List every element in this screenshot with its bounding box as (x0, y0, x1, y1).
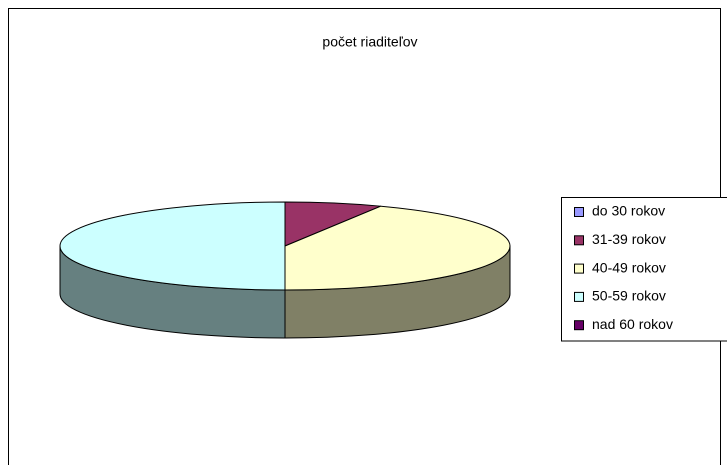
pie-slice (284, 205, 511, 291)
legend-swatch (574, 263, 584, 274)
legend-label: 31-39 rokov (592, 231, 666, 247)
legend-swatch (574, 207, 584, 217)
legend-label: nad 60 rokov (592, 316, 673, 332)
legend-swatch (574, 291, 584, 302)
legend-box (561, 197, 727, 342)
legend-label: do 30 rokov (592, 203, 665, 219)
pie-slice (59, 201, 286, 291)
legend-label: 40-49 rokov (592, 259, 666, 275)
legend-label: 50-59 rokov (592, 288, 666, 304)
legend-swatch (574, 235, 584, 246)
chart-title: počet riaditeľov (322, 34, 417, 50)
legend-swatch (574, 320, 584, 331)
